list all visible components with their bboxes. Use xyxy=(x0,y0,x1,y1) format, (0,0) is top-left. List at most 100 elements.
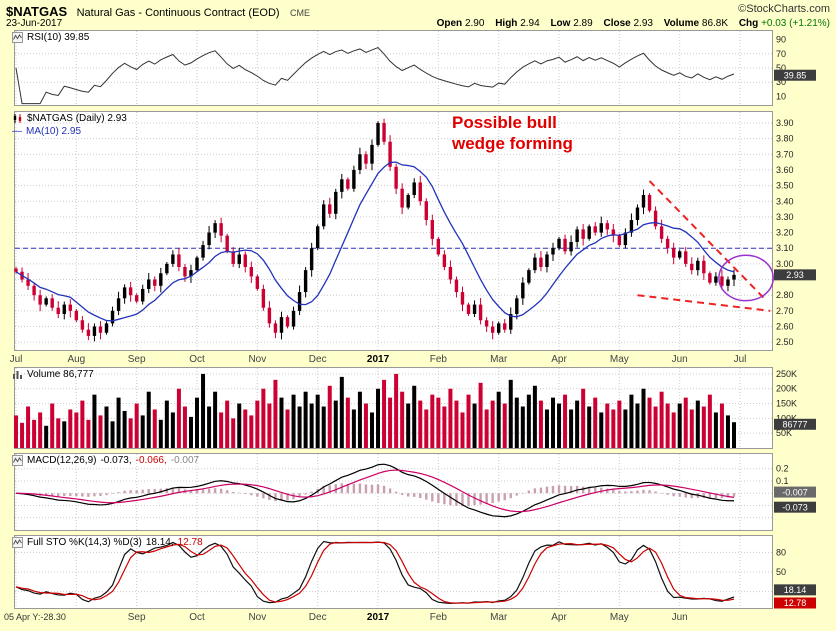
close-label: Close xyxy=(603,18,631,29)
high-value: 2.94 xyxy=(520,18,540,29)
svg-text:Nov: Nov xyxy=(248,354,266,365)
svg-text:Sep: Sep xyxy=(128,354,146,365)
macd-value: -0.073, xyxy=(100,455,132,466)
crosshair-readout: 05 Apr Y:-28.30 xyxy=(4,612,66,622)
macd-legend-name: MACD(12,26,9) xyxy=(27,455,97,466)
price-legend: $NATGAS (Daily) 2.93 xyxy=(12,113,127,124)
svg-text:3.00: 3.00 xyxy=(776,259,794,269)
open-label: Open xyxy=(436,18,463,29)
svg-text:80: 80 xyxy=(776,547,786,557)
svg-text:Nov: Nov xyxy=(248,612,266,623)
svg-text:2.80: 2.80 xyxy=(776,290,794,300)
ma-legend-text: MA(10) 2.95 xyxy=(26,126,82,137)
svg-text:May: May xyxy=(610,354,629,365)
copyright: ©StockCharts.com xyxy=(738,3,830,15)
svg-text:Oct: Oct xyxy=(189,612,205,623)
svg-text:3.40: 3.40 xyxy=(776,196,794,206)
svg-text:Mar: Mar xyxy=(490,354,508,365)
candlestick-icon xyxy=(12,113,23,124)
chart-header: $NATGAS Natural Gas - Continuous Contrac… xyxy=(6,3,830,19)
svg-text:0.1: 0.1 xyxy=(776,476,789,486)
volume-bars-icon xyxy=(12,369,23,380)
svg-text:3.60: 3.60 xyxy=(776,165,794,175)
svg-text:0.2: 0.2 xyxy=(776,464,789,474)
rsi-legend: RSI(10) 39.85 xyxy=(12,32,89,43)
sto-k-value: 18.14, xyxy=(145,537,174,548)
svg-text:Aug: Aug xyxy=(67,354,85,365)
sto-legend-name: Full STO %K(14,3) %D(3) xyxy=(27,537,142,548)
svg-text:3.90: 3.90 xyxy=(776,118,794,128)
svg-text:-0.073: -0.073 xyxy=(782,502,808,512)
open-value: 2.90 xyxy=(464,18,485,29)
svg-text:2.93: 2.93 xyxy=(786,270,804,280)
svg-text:50: 50 xyxy=(776,63,786,73)
svg-text:3.50: 3.50 xyxy=(776,181,794,191)
chart-title: Natural Gas - Continuous Contract (EOD) xyxy=(76,7,280,19)
annotation-line-1: Possible bull xyxy=(452,113,557,132)
svg-text:May: May xyxy=(610,612,629,623)
svg-text:Feb: Feb xyxy=(430,612,448,623)
svg-text:2.70: 2.70 xyxy=(776,306,794,316)
svg-text:Dec: Dec xyxy=(309,612,327,623)
high-label: High xyxy=(495,18,518,29)
svg-text:18.14: 18.14 xyxy=(784,585,807,595)
svg-text:3.30: 3.30 xyxy=(776,212,794,222)
svg-text:Apr: Apr xyxy=(551,354,567,365)
svg-text:2.60: 2.60 xyxy=(776,322,794,332)
volume-value: 86.8K xyxy=(701,18,729,29)
svg-text:39.85: 39.85 xyxy=(784,70,807,80)
svg-text:2017: 2017 xyxy=(367,612,390,623)
quote-strip: Open 2.90 High 2.94 Low 2.89 Close 2.93 … xyxy=(429,18,830,29)
close-value: 2.93 xyxy=(633,18,653,29)
svg-text:2017: 2017 xyxy=(367,354,390,365)
svg-text:Feb: Feb xyxy=(430,354,448,365)
svg-text:200K: 200K xyxy=(776,384,797,394)
svg-text:250K: 250K xyxy=(776,369,797,379)
rsi-panel: 90 70 50 30 10 39.85 xyxy=(14,30,816,106)
svg-text:30: 30 xyxy=(776,77,786,87)
stochastics-panel: 80502018.1412.78SepOctNovDec2017FebMarAp… xyxy=(14,535,816,623)
exchange-label: CME xyxy=(290,8,311,18)
stochastics-legend: Full STO %K(14,3) %D(3) 18.14, 12.78 xyxy=(12,537,203,548)
svg-text:3.70: 3.70 xyxy=(776,149,794,159)
volume-legend: Volume 86,777 xyxy=(12,369,94,380)
line-indicator-icon xyxy=(12,32,23,43)
annotation-line-2: wedge forming xyxy=(452,134,573,153)
svg-text:Jun: Jun xyxy=(672,354,688,365)
svg-text:Apr: Apr xyxy=(551,612,567,623)
svg-text:Sep: Sep xyxy=(128,612,146,623)
svg-text:Mar: Mar xyxy=(490,612,508,623)
svg-text:70: 70 xyxy=(776,49,786,59)
macd-hist-value: -0.007 xyxy=(170,455,200,466)
svg-text:86777: 86777 xyxy=(782,419,807,429)
svg-text:Dec: Dec xyxy=(309,354,327,365)
svg-text:12.78: 12.78 xyxy=(784,598,807,608)
symbol: $NATGAS xyxy=(6,4,68,19)
low-value: 2.89 xyxy=(573,18,593,29)
rsi-legend-text: RSI(10) 39.85 xyxy=(27,32,90,43)
chg-value: +0.03 (+1.21%) xyxy=(761,18,830,29)
svg-text:100K: 100K xyxy=(776,413,797,423)
svg-text:10: 10 xyxy=(776,91,786,101)
svg-text:Jul: Jul xyxy=(734,354,747,365)
svg-text:50K: 50K xyxy=(776,428,792,438)
svg-text:-0.007: -0.007 xyxy=(782,487,808,497)
price-legend-text: $NATGAS (Daily) 2.93 xyxy=(27,113,127,124)
annotation-text: Possible bull wedge forming xyxy=(452,112,573,154)
svg-text:90: 90 xyxy=(776,35,786,45)
line-indicator-icon xyxy=(12,537,23,548)
low-label: Low xyxy=(550,18,571,29)
svg-text:Jun: Jun xyxy=(672,612,688,623)
ma-legend: — MA(10) 2.95 xyxy=(12,126,81,137)
macd-legend: MACD(12,26,9) -0.073, -0.066, -0.007 xyxy=(12,455,199,466)
chart-date: 23-Jun-2017 xyxy=(6,18,63,29)
volume-label: Volume xyxy=(663,18,700,29)
macd-panel: 0.20.1-0.007-0.073 xyxy=(14,453,816,531)
svg-text:2.50: 2.50 xyxy=(776,337,794,347)
svg-text:50: 50 xyxy=(776,567,786,577)
price-panel: 3.90 3.80 3.70 3.60 3.50 3.40 3.30 3.20 3.10 3.00… xyxy=(10,111,816,365)
line-indicator-icon xyxy=(12,455,23,466)
svg-text:Oct: Oct xyxy=(189,354,205,365)
